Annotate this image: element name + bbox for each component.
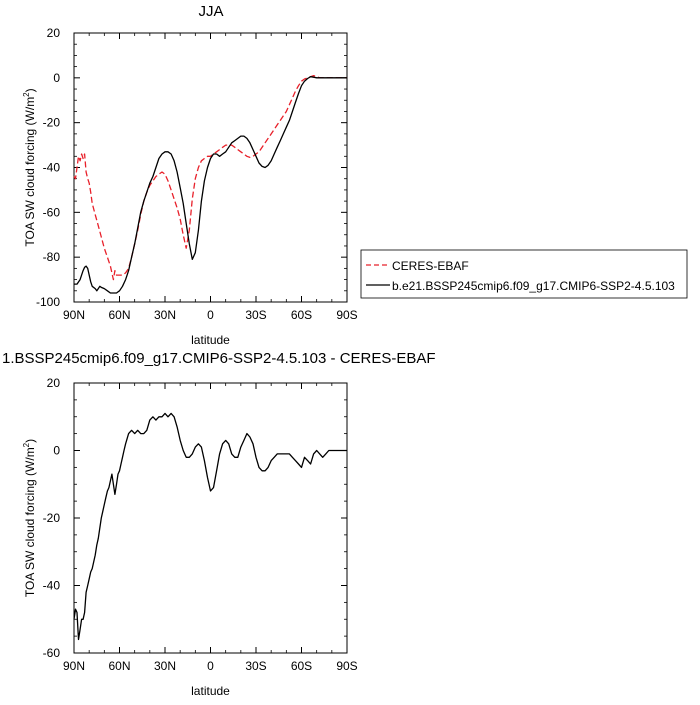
top-x-tick-label: 30N [154,308,176,322]
bottom-x-tick-label: 30N [154,659,176,673]
bottom-x-tick-label: 60N [108,659,130,673]
top-y-tick-label: 0 [53,71,60,85]
top-y-tick-label: -100 [36,295,60,309]
legend-label-model: b.e21.BSSP245cmip6.f09_g17.CMIP6-SSP2-4.… [392,279,675,293]
top-x-tick-label: 90S [336,308,357,322]
top-x-tick-label: 30S [245,308,266,322]
bottom-x-tick-label: 60S [291,659,312,673]
bottom-chart-title: 1.BSSP245cmip6.f09_g17.CMIP6-SSP2-4.5.10… [2,350,436,367]
bottom-y-tick-label: -60 [43,646,61,660]
top-y-tick-label: -80 [43,250,61,264]
top-y-tick-label: -40 [43,161,61,175]
top-series-line-1 [74,76,347,294]
bottom-series-line-0 [73,412,347,641]
top-x-tick-label: 60N [108,308,130,322]
bottom-y-tick-label: -40 [43,579,61,593]
bottom-x-tick-label: 0 [207,659,214,673]
top-x-tick-label: 90N [63,308,85,322]
legend-label-ceres: CERES-EBAF [392,259,469,273]
bottom-y-tick-label: 0 [53,444,60,458]
bottom-plot-frame [73,382,348,654]
top-series-line-0 [73,74,347,281]
top-x-axis-label: latitude [191,333,230,347]
bottom-y-tick-label: 20 [47,376,61,390]
legend: CERES-EBAF b.e21.BSSP245cmip6.f09_g17.CM… [360,249,688,299]
top-plot-frame [73,32,348,303]
bottom-y-tick-label: -20 [43,511,61,525]
bottom-y-axis-label: TOA SW cloud forcing (W/m2) [22,439,37,597]
bottom-x-tick-label: 30S [245,659,266,673]
top-y-tick-label: -60 [43,205,61,219]
top-y-axis-label: TOA SW cloud forcing (W/m2) [22,88,37,246]
legend-box [360,249,688,299]
top-x-tick-label: 60S [291,308,312,322]
top-y-tick-label: 20 [47,26,61,40]
bottom-chart-panel: 90N 60N 30N 0 30S 60S 90S 20 0 -20 -40 -60 latitude T… [22,376,358,698]
bottom-x-tick-label: 90S [336,659,357,673]
top-x-tick-label: 0 [207,308,214,322]
bottom-x-tick-label: 90N [63,659,85,673]
top-chart-title: JJA [198,3,223,20]
top-y-tick-label: -20 [43,116,61,130]
top-chart-panel: 90N 60N 30N 0 30S 60S 90S 20 0 -20 -40 -60 -80 -100 la… [22,26,358,347]
bottom-x-axis-label: latitude [191,684,230,698]
